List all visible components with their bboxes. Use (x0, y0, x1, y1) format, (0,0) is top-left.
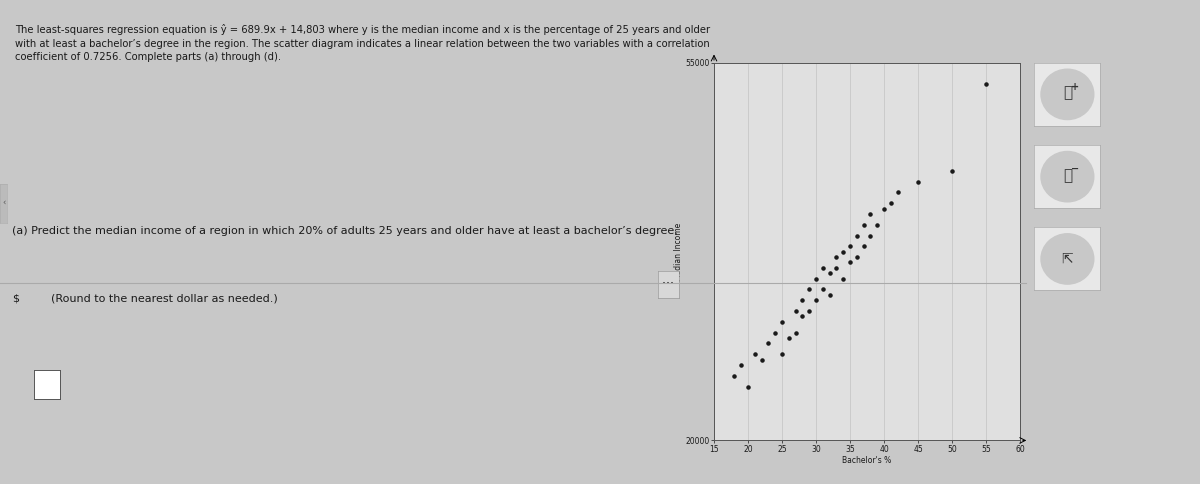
Y-axis label: Median Income: Median Income (673, 223, 683, 281)
Point (773, 318, 792, 326)
Point (854, 242, 874, 250)
Point (773, 350, 792, 358)
Point (745, 350, 764, 358)
Text: $: $ (12, 293, 19, 303)
Point (860, 232, 880, 240)
Point (868, 221, 887, 228)
Point (827, 253, 846, 261)
Point (732, 361, 751, 369)
Point (840, 242, 859, 250)
Text: ⇱: ⇱ (1062, 252, 1073, 266)
Circle shape (1042, 234, 1094, 284)
Point (758, 339, 778, 347)
Point (814, 286, 833, 293)
Point (881, 199, 900, 207)
Point (908, 178, 928, 185)
Text: ⌕: ⌕ (1063, 86, 1072, 101)
X-axis label: Bachelor's %: Bachelor's % (842, 456, 892, 466)
Point (793, 313, 812, 320)
Point (847, 253, 866, 261)
Text: ‹: ‹ (2, 199, 5, 208)
Circle shape (1042, 151, 1094, 202)
Point (738, 383, 757, 391)
Point (875, 205, 894, 212)
Point (814, 264, 833, 272)
Point (847, 232, 866, 240)
Point (799, 307, 818, 315)
Point (806, 275, 826, 283)
Point (834, 275, 853, 283)
Text: +: + (1072, 82, 1079, 92)
Point (827, 264, 846, 272)
Point (786, 329, 805, 336)
Point (786, 307, 805, 315)
Point (779, 334, 798, 342)
Point (860, 210, 880, 218)
Text: The least-squares regression equation is ŷ = 689.9x + 14,803 where y is the medi: The least-squares regression equation is… (16, 24, 710, 62)
Circle shape (1042, 69, 1094, 120)
Text: •••: ••• (662, 281, 674, 287)
Point (888, 188, 907, 196)
Point (820, 291, 839, 299)
Point (854, 221, 874, 228)
Point (725, 372, 744, 379)
Point (834, 248, 853, 256)
Point (799, 286, 818, 293)
Point (840, 258, 859, 266)
Point (942, 167, 961, 175)
Text: −: − (1072, 164, 1079, 174)
Point (793, 296, 812, 304)
Point (806, 296, 826, 304)
Text: (a) Predict the median income of a region in which 20% of adults 25 years and ol: (a) Predict the median income of a regio… (12, 226, 678, 236)
Point (766, 329, 785, 336)
Text: ⌕: ⌕ (1063, 168, 1072, 183)
Point (977, 81, 996, 89)
Point (752, 356, 772, 363)
Point (820, 270, 839, 277)
Text: (Round to the nearest dollar as needed.): (Round to the nearest dollar as needed.) (52, 293, 278, 303)
